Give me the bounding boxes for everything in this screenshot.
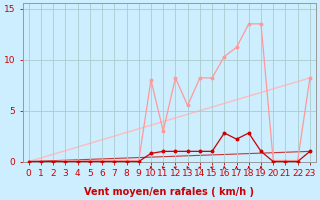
X-axis label: Vent moyen/en rafales ( km/h ): Vent moyen/en rafales ( km/h ) (84, 187, 254, 197)
